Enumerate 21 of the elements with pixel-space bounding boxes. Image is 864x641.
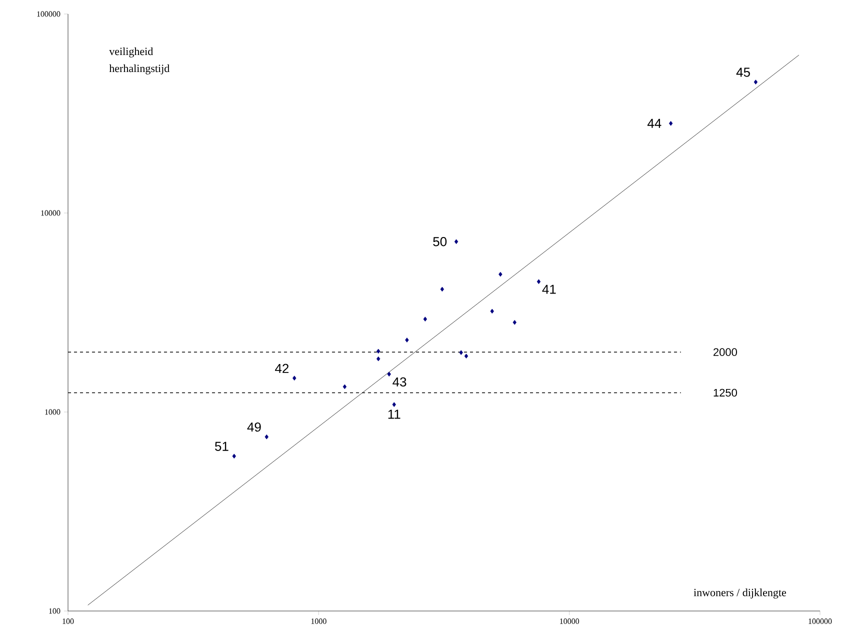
ref-line-label: 2000 xyxy=(714,348,737,356)
y-tick-label: 10000 xyxy=(41,210,60,216)
annotation: 44 xyxy=(647,118,662,128)
x-axis-title: inwoners / dijklengte xyxy=(694,588,786,599)
y-tick-label: 100000 xyxy=(37,11,60,17)
annotation: 49 xyxy=(247,422,261,432)
annotation: 51 xyxy=(214,442,228,451)
annotation: 45 xyxy=(736,68,750,77)
x-tick-label: 1000 xyxy=(311,618,326,624)
x-tick-label: 10000 xyxy=(560,618,580,624)
y-axis-title: veiligheid herhalingstijd xyxy=(109,47,170,74)
x-tick-label: 100000 xyxy=(808,618,832,624)
ref-line-label: 1250 xyxy=(714,388,737,397)
annotation: 11 xyxy=(388,410,400,419)
x-tick-label: 100 xyxy=(62,618,74,624)
y-tick-label: 100 xyxy=(49,608,60,614)
annotation: 41 xyxy=(542,284,556,294)
annotation: 43 xyxy=(392,377,406,387)
annotation: 50 xyxy=(433,237,447,246)
y-tick-label: 1000 xyxy=(45,409,60,415)
annotation: 42 xyxy=(275,364,289,373)
